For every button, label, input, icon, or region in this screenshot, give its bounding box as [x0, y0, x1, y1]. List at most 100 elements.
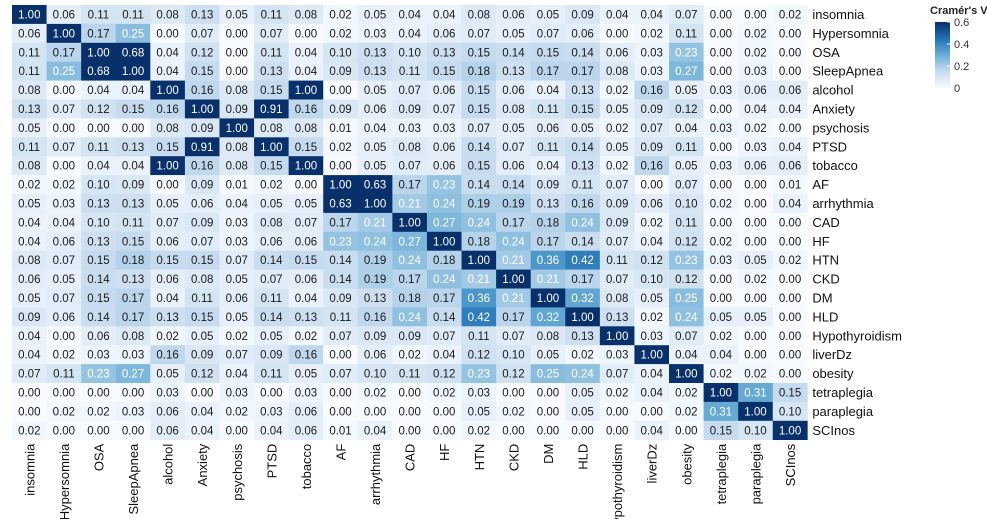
heatmap-cell-value: 0.13	[18, 104, 40, 116]
heatmap-cell-value: 0.18	[537, 217, 559, 229]
column-label-obesity: obesity	[679, 443, 694, 485]
heatmap-cell-value: 0.00	[364, 406, 386, 418]
heatmap-cell-AF-HF	[426, 175, 462, 195]
heatmap-cell-OSA-Hypothyroidism	[599, 42, 635, 62]
heatmap-cell-value: 0.14	[502, 180, 525, 192]
heatmap-cell-value: 0.05	[156, 198, 178, 210]
row-label-obesity: obesity	[812, 366, 854, 381]
heatmap-cell-value: 0.15	[710, 425, 732, 437]
heatmap-cell-insomnia-SleepApnea	[115, 5, 151, 25]
heatmap-cell-tetraplegia-Hypothyroidism	[599, 383, 635, 403]
heatmap-cell-arrhythmia-obesity	[669, 194, 704, 214]
heatmap-cell-CAD-SleepApnea	[115, 212, 151, 233]
heatmap-cell-Anxiety-alcohol	[150, 99, 186, 119]
heatmap-cell-value: 0.07	[675, 180, 697, 192]
heatmap-cell-DM-psychosis	[219, 288, 255, 308]
heatmap-cell-HLD-obesity	[669, 307, 704, 327]
heatmap-cell-value: 0.04	[537, 85, 560, 97]
heatmap-cell-obesity-psychosis	[219, 364, 255, 384]
heatmap-cell-value: 0.00	[744, 198, 766, 210]
heatmap-cell-value: 0.00	[710, 180, 732, 192]
heatmap-cell-Hypothyroidism-psychosis	[219, 326, 255, 346]
heatmap-cell-value: 0.04	[191, 406, 214, 418]
heatmap-cell-value: 0.15	[468, 47, 490, 59]
heatmap-cell-value: 0.00	[710, 66, 732, 78]
heatmap-cell-Anxiety-SleepApnea	[115, 99, 151, 119]
heatmap-cell-Hypersomnia-obesity	[669, 23, 704, 44]
heatmap-cell-value: 0.13	[537, 198, 559, 210]
heatmap-cell-value: 0.17	[571, 66, 593, 78]
heatmap-cell-Anxiety-arrhythmia	[357, 99, 393, 119]
heatmap-cell-value: 0.15	[779, 387, 801, 399]
heatmap-cell-value: 0.04	[87, 161, 110, 173]
heatmap-cell-Hypersomnia-CKD	[496, 23, 531, 44]
heatmap-cell-value: 0.23	[433, 180, 455, 192]
heatmap-cell-value: 0.03	[122, 406, 144, 418]
heatmap-cell-OSA-tobacco	[288, 42, 324, 62]
column-label-tetraplegia: tetraplegia	[714, 443, 729, 504]
heatmap-cell-value: 0.12	[675, 104, 697, 116]
heatmap-cell-AF-insomnia	[12, 175, 47, 195]
heatmap-cell-value: 0.15	[156, 142, 178, 154]
heatmap-cell-Anxiety-liverDz	[634, 99, 670, 119]
heatmap-cell-value: 0.09	[606, 217, 628, 229]
heatmap-cell-liverDz-arrhythmia	[357, 345, 393, 365]
heatmap-cell-value: 0.12	[191, 369, 213, 381]
heatmap-cell-insomnia-Hypersomnia	[46, 5, 82, 25]
heatmap-cell-value: 0.09	[122, 180, 144, 192]
heatmap-cell-value: 0.03	[398, 123, 420, 135]
heatmap-cell-value: 0.07	[191, 28, 213, 40]
heatmap-cell-value: 0.03	[744, 66, 766, 78]
heatmap-cell-CKD-paraplegia	[738, 269, 774, 289]
heatmap-cell-value: 0.23	[675, 255, 697, 267]
heatmap-cell-liverDz-Hypersomnia	[46, 345, 82, 365]
heatmap-cell-value: 0.06	[433, 28, 455, 40]
heatmap-cell-tetraplegia-Anxiety	[184, 383, 220, 403]
heatmap-cell-value: 0.02	[18, 425, 40, 437]
heatmap-cell-value: 0.06	[571, 28, 593, 40]
heatmap-cell-value: 0.00	[710, 217, 732, 229]
heatmap-cell-value: 0.04	[191, 425, 214, 437]
heatmap-cell-value: 0.02	[641, 217, 663, 229]
heatmap-cell-SleepApnea-AF	[323, 61, 359, 81]
heatmap-cell-HF-tetraplegia	[703, 231, 739, 251]
heatmap-cell-value: 0.00	[675, 425, 697, 437]
heatmap-cell-obesity-CKD	[496, 364, 531, 384]
heatmap-cell-psychosis-OSA	[81, 118, 117, 138]
heatmap-cell-CAD-AF	[323, 212, 359, 233]
heatmap-cell-value: 0.00	[744, 217, 766, 229]
heatmap-cell-SCInos-liverDz	[634, 420, 670, 440]
heatmap-cell-tobacco-CAD	[392, 156, 428, 176]
column-label-AF: AF	[334, 444, 349, 461]
row-label-Hypersomnia: Hypersomnia	[812, 26, 889, 41]
heatmap-cell-value: 0.00	[641, 406, 663, 418]
heatmap-cell-HF-PTSD	[254, 231, 289, 251]
heatmap-cell-paraplegia-HLD	[565, 401, 601, 422]
heatmap-cell-value: 0.04	[779, 104, 802, 116]
heatmap-cell-Hypersomnia-Anxiety	[184, 23, 220, 44]
heatmap-cell-CAD-Anxiety	[184, 212, 220, 233]
heatmap-cell-DM-liverDz	[634, 288, 670, 308]
row-label-arrhythmia: arrhythmia	[812, 196, 874, 211]
heatmap-cell-tobacco-liverDz	[634, 156, 670, 176]
heatmap-cell-value: 0.00	[571, 425, 593, 437]
heatmap-cell-Hypersomnia-DM	[530, 23, 566, 44]
heatmap-cell-value: 0.00	[502, 387, 524, 399]
heatmap-cell-HF-Hypothyroidism	[599, 231, 635, 251]
heatmap-cell-HF-Anxiety	[184, 231, 220, 251]
heatmap-cell-HLD-Hypersomnia	[46, 307, 82, 327]
heatmap-cell-value: 0.05	[18, 293, 40, 305]
heatmap-cell-value: 0.09	[191, 123, 213, 135]
heatmap-cell-paraplegia-obesity	[669, 401, 704, 422]
heatmap-cell-OSA-tetraplegia	[703, 42, 739, 62]
heatmap-cell-value: 0.05	[53, 274, 75, 286]
heatmap-cell-value: 0.05	[295, 198, 317, 210]
heatmap-cell-tobacco-psychosis	[219, 156, 255, 176]
heatmap-cell-paraplegia-SleepApnea	[115, 401, 151, 422]
heatmap-cell-value: 0.06	[433, 161, 455, 173]
heatmap-cell-value: 0.11	[19, 66, 41, 78]
heatmap-cell-value: 0.25	[537, 369, 559, 381]
heatmap-cell-value: 1.00	[226, 123, 248, 135]
heatmap-cell-value: 0.02	[53, 406, 75, 418]
heatmap-cell-value: 0.25	[53, 66, 75, 78]
